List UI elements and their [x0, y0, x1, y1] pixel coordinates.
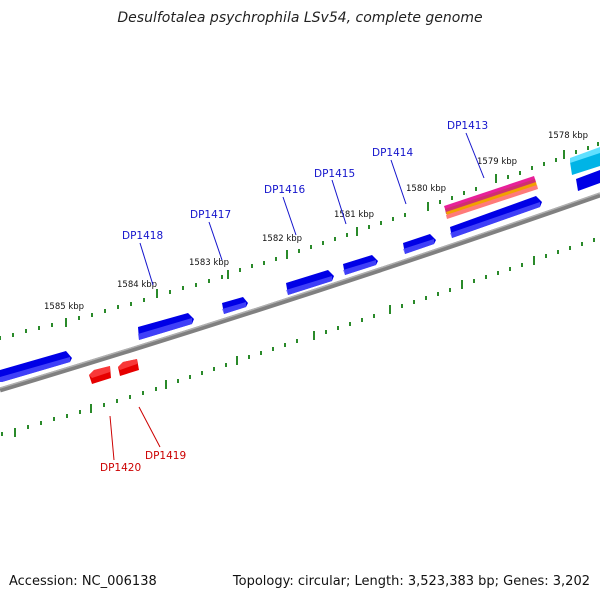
gene-arrow-shadow — [403, 239, 434, 254]
gene-label-dp1419[interactable]: DP1419 — [145, 450, 186, 462]
kbp-label: 1580 kbp — [406, 184, 446, 194]
kbp-label: 1583 kbp — [189, 258, 229, 268]
kbp-label: 1579 kbp — [477, 157, 517, 167]
gene-label-dp1420[interactable]: DP1420 — [100, 462, 141, 474]
rna-feature[interactable] — [444, 176, 538, 219]
gene-arrow-shadow — [450, 202, 540, 238]
gene-arrow-shadow — [343, 260, 376, 275]
gene-label-dp1417[interactable]: DP1417 — [190, 209, 231, 221]
kbp-label: 1585 kbp — [44, 302, 84, 312]
gene-arrow-shadow — [286, 276, 332, 295]
kbp-label: 1578 kbp — [548, 131, 588, 141]
forward-genes — [0, 170, 600, 382]
genome-stats-text: Topology: circular; Length: 3,523,383 bp… — [232, 574, 590, 589]
gene-label-dp1414[interactable]: DP1414 — [372, 147, 413, 159]
upper-tick-ring — [0, 142, 599, 340]
genome-backbone — [0, 192, 600, 393]
lower-tick-ring — [1, 238, 595, 437]
kbp-labels: 1578 kbp 1579 kbp 1580 kbp 1581 kbp 1582… — [44, 131, 588, 312]
gene-arrow-shadow — [89, 366, 110, 378]
kbp-label: 1581 kbp — [334, 210, 374, 220]
cyan-feature[interactable] — [570, 147, 600, 175]
gene-label-dp1418[interactable]: DP1418 — [122, 230, 163, 242]
gene-arrow-shadow — [118, 359, 137, 370]
gene-arrow-shadow — [222, 302, 246, 314]
gene-arrow[interactable] — [576, 170, 600, 191]
gene-label-dp1416[interactable]: DP1416 — [264, 184, 305, 196]
kbp-label: 1582 kbp — [262, 234, 302, 244]
gene-label-dp1413[interactable]: DP1413 — [447, 120, 488, 132]
accession-text: Accession: NC_006138 — [9, 574, 157, 589]
kbp-label: 1584 kbp — [117, 280, 157, 290]
gene-arrow-shadow — [0, 357, 70, 382]
genome-backbone-highlight — [0, 192, 600, 389]
gene-arrow-shadow — [138, 318, 192, 340]
reverse-genes — [89, 359, 139, 384]
gene-label-dp1415[interactable]: DP1415 — [314, 168, 355, 180]
map-title: Desulfotalea psychrophila LSv54, complet… — [117, 10, 483, 26]
gene-labels: DP1418 DP1417 DP1416 DP1415 DP1414 DP141… — [100, 120, 488, 474]
gene-leader-lines — [109, 132, 485, 461]
